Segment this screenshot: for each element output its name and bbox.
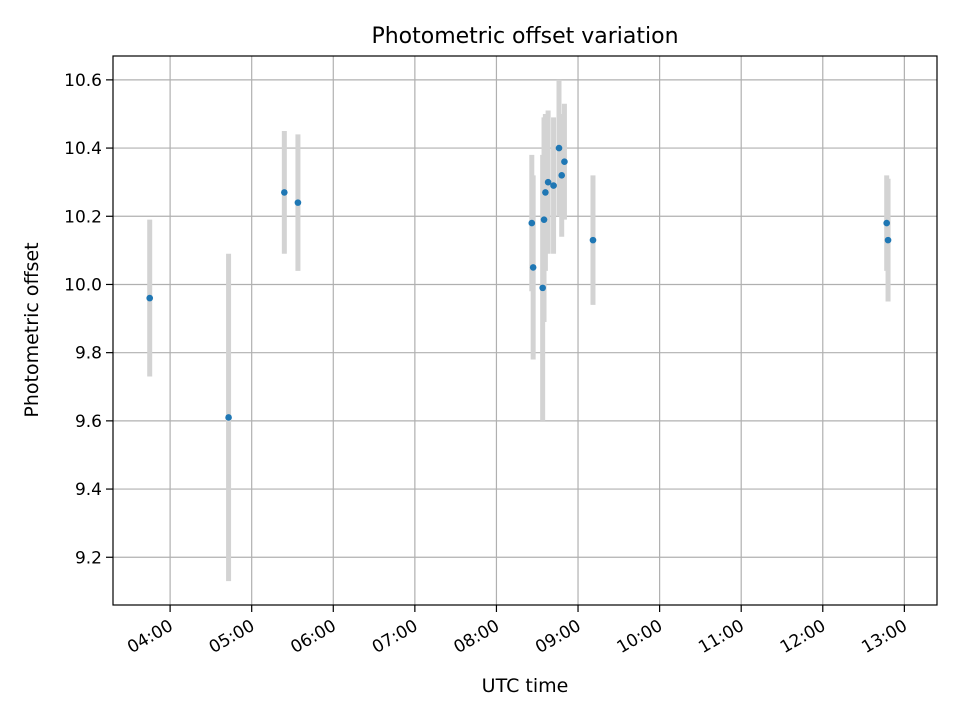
y-tick-label: 9.2	[75, 548, 102, 568]
data-point	[529, 264, 537, 271]
x-axis-label: UTC time	[482, 675, 569, 697]
y-axis-ticks: 9.2 9.4 9.6 9.8 10.0 10.2 10.4 10.6	[64, 71, 113, 568]
chart-title: Photometric offset variation	[371, 24, 678, 49]
plot-frame	[112, 55, 938, 606]
data-point	[281, 189, 288, 196]
data-point	[146, 294, 154, 302]
y-tick-label: 10.6	[64, 71, 102, 91]
y-tick-label: 10.2	[64, 207, 102, 227]
y-tick-label: 9.8	[75, 344, 102, 364]
data-point	[884, 236, 892, 244]
data-point	[550, 182, 557, 189]
data-point	[225, 414, 232, 421]
data-point	[540, 216, 548, 223]
y-tick-label: 10.4	[64, 139, 102, 159]
grid	[113, 56, 937, 605]
y-tick-label: 9.4	[75, 480, 102, 500]
data-point	[544, 178, 552, 186]
y-axis-label: Photometric offset	[21, 242, 43, 417]
data-point	[539, 284, 546, 292]
data-point	[558, 172, 566, 179]
data-point	[589, 236, 597, 244]
y-tick-label: 10.0	[64, 275, 102, 295]
data-point	[883, 219, 890, 227]
data-point	[294, 199, 302, 206]
data-point	[561, 158, 568, 166]
data-point	[542, 189, 549, 196]
y-tick-label: 9.6	[75, 412, 102, 432]
data-point	[555, 144, 563, 152]
data-point	[528, 219, 536, 227]
data-points	[146, 144, 892, 421]
